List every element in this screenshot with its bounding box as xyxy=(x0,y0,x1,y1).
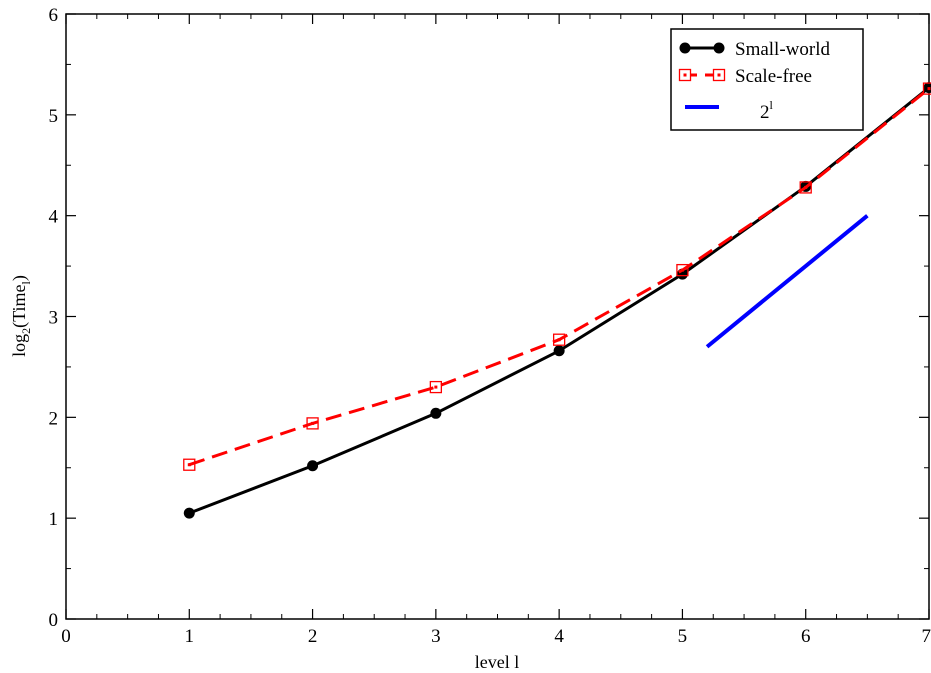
series-scale-free xyxy=(183,82,931,471)
data-point-small-world xyxy=(430,407,442,419)
data-point-small-world xyxy=(307,460,319,472)
series-small-world xyxy=(183,82,931,519)
y-tick-label: 5 xyxy=(49,106,59,127)
x-tick-label: 6 xyxy=(801,626,811,647)
legend-label-scale-free: Scale-free xyxy=(735,66,812,87)
x-axis-label: level l xyxy=(475,652,519,672)
y-axis-label-sub2: l xyxy=(19,280,33,284)
y-tick-label: 0 xyxy=(49,610,59,631)
data-point-center-scale-free xyxy=(927,87,931,91)
x-tick-label: 5 xyxy=(678,626,688,647)
legend-swatch-scale-free-dot-right xyxy=(717,73,721,77)
y-axis-label: log2(Timel) xyxy=(9,275,33,357)
data-point-center-scale-free xyxy=(434,385,438,389)
data-point-scale-free xyxy=(429,380,443,394)
data-point-scale-free xyxy=(183,458,196,471)
data-point-center-scale-free xyxy=(311,421,315,425)
data-point-small-world xyxy=(183,507,195,519)
data-point-center-scale-free xyxy=(557,338,561,342)
x-tick-label: 2 xyxy=(308,626,318,647)
legend-label-small-world: Small-world xyxy=(735,39,830,60)
data-point-scale-free xyxy=(552,333,566,346)
y-axis-label-sub: 2 xyxy=(19,328,33,334)
series-layer xyxy=(183,82,931,519)
data-point-center-scale-free xyxy=(680,268,684,272)
legend-label-power-sup: l xyxy=(770,98,774,112)
data-point-small-world xyxy=(923,82,931,94)
legend: Small-world Scale-free 2l xyxy=(670,28,864,131)
y-tick-label: 4 xyxy=(49,207,59,228)
x-tick-label: 4 xyxy=(554,626,564,647)
data-point-scale-free xyxy=(676,263,689,277)
y-tick-label: 2 xyxy=(49,408,59,429)
series-line-2 xyxy=(705,214,869,349)
series-line-scale-free xyxy=(188,87,930,467)
y-axis-label-mid: (Time xyxy=(9,284,30,327)
legend-label-power-base: 2 xyxy=(760,102,770,123)
x-tick-label: 0 xyxy=(61,626,71,647)
legend-swatch-scale-free-dot-left xyxy=(683,73,687,77)
data-point-center-scale-free xyxy=(187,463,191,467)
x-tick-label: 7 xyxy=(922,626,931,647)
series-2 xyxy=(705,214,869,349)
data-point-scale-free xyxy=(799,181,812,194)
y-axis-label-end: ) xyxy=(9,275,30,281)
x-tick-label: 3 xyxy=(431,626,441,647)
data-point-scale-free xyxy=(306,417,319,430)
y-tick-label: 6 xyxy=(49,5,59,26)
series-line-small-world xyxy=(188,86,930,515)
axis-ticks xyxy=(65,13,930,620)
data-point-scale-free xyxy=(922,82,931,95)
data-point-center-scale-free xyxy=(804,185,808,189)
y-tick-label: 3 xyxy=(49,308,59,329)
legend-swatch-small-world-marker-left xyxy=(679,42,691,54)
x-tick-label: 1 xyxy=(185,626,195,647)
y-tick-label: 1 xyxy=(49,509,59,530)
legend-label-power: 2l xyxy=(760,98,774,123)
y-axis-label-base: log xyxy=(9,334,29,357)
legend-box xyxy=(670,28,864,131)
axis-tick-labels: 0 1 2 3 4 5 6 7 0 1 2 3 4 5 6 xyxy=(49,5,931,647)
data-point-small-world xyxy=(553,345,565,357)
legend-swatch-small-world-marker-right xyxy=(713,42,725,54)
